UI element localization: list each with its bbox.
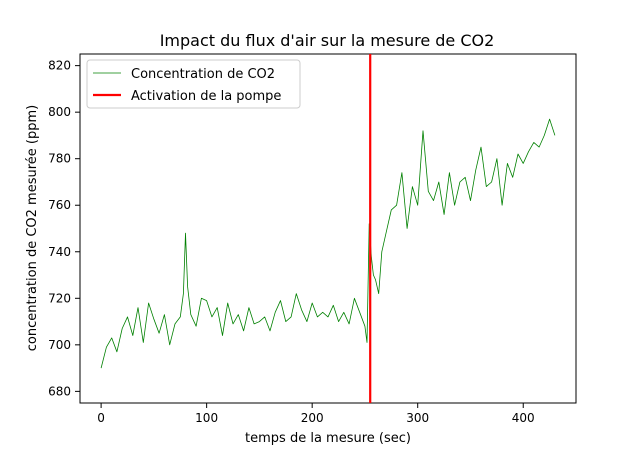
x-tick-label: 400	[512, 411, 535, 425]
x-tick-label: 100	[195, 411, 218, 425]
x-axis-ticks: 0 100 200 300 400	[97, 403, 535, 425]
x-tick-label: 300	[406, 411, 429, 425]
y-axis-label: concentration de CO2 mesurée (ppm)	[25, 105, 40, 351]
x-tick-label: 0	[97, 411, 105, 425]
y-tick-label: 820	[48, 59, 71, 73]
y-tick-label: 680	[48, 384, 71, 398]
y-tick-label: 740	[48, 245, 71, 259]
legend-label-pump: Activation de la pompe	[131, 89, 281, 104]
y-tick-label: 700	[48, 338, 71, 352]
chart-title: Impact du flux d'air sur la mesure de CO…	[160, 31, 495, 50]
plot-area	[79, 53, 577, 404]
y-tick-label: 800	[48, 105, 71, 119]
x-tick-label: 200	[301, 411, 324, 425]
legend-box	[86, 59, 301, 109]
y-axis-ticks: 680 700 720 740 760 780 800 820	[48, 59, 80, 398]
y-tick-label: 780	[48, 152, 71, 166]
series-line-co2	[100, 118, 556, 369]
data-layer	[100, 54, 556, 403]
legend-label-co2: Concentration de CO2	[131, 67, 275, 82]
y-tick-label: 720	[48, 291, 71, 305]
plot-frame	[79, 53, 577, 404]
x-axis-label: temps de la mesure (sec)	[245, 431, 411, 446]
legend: Concentration de CO2 Activation de la po…	[86, 59, 301, 109]
y-tick-label: 760	[48, 198, 71, 212]
